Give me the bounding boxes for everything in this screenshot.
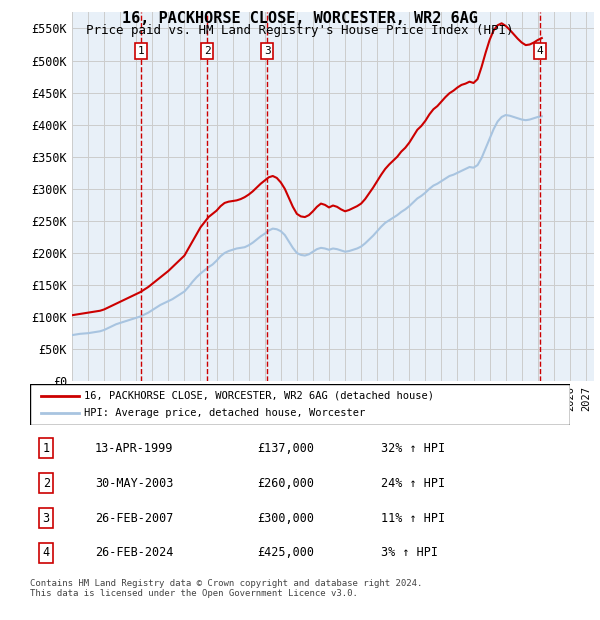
Text: 11% ↑ HPI: 11% ↑ HPI	[381, 512, 445, 525]
Text: 2: 2	[43, 477, 50, 490]
Text: 32% ↑ HPI: 32% ↑ HPI	[381, 442, 445, 455]
Text: HPI: Average price, detached house, Worcester: HPI: Average price, detached house, Worc…	[84, 409, 365, 419]
FancyBboxPatch shape	[30, 384, 570, 425]
Text: 3% ↑ HPI: 3% ↑ HPI	[381, 546, 438, 559]
Text: £260,000: £260,000	[257, 477, 314, 490]
Text: 1: 1	[137, 46, 144, 56]
Text: 4: 4	[43, 546, 50, 559]
Text: £425,000: £425,000	[257, 546, 314, 559]
Text: 30-MAY-2003: 30-MAY-2003	[95, 477, 173, 490]
Text: 26-FEB-2024: 26-FEB-2024	[95, 546, 173, 559]
Text: Price paid vs. HM Land Registry's House Price Index (HPI): Price paid vs. HM Land Registry's House …	[86, 24, 514, 37]
Text: 4: 4	[537, 46, 544, 56]
Text: 24% ↑ HPI: 24% ↑ HPI	[381, 477, 445, 490]
Text: 26-FEB-2007: 26-FEB-2007	[95, 512, 173, 525]
Text: 3: 3	[43, 512, 50, 525]
Text: £137,000: £137,000	[257, 442, 314, 455]
Text: 1: 1	[43, 442, 50, 455]
Text: 2: 2	[204, 46, 211, 56]
Text: Contains HM Land Registry data © Crown copyright and database right 2024.
This d: Contains HM Land Registry data © Crown c…	[30, 579, 422, 598]
Text: 3: 3	[264, 46, 271, 56]
Text: 13-APR-1999: 13-APR-1999	[95, 442, 173, 455]
Text: 16, PACKHORSE CLOSE, WORCESTER, WR2 6AG: 16, PACKHORSE CLOSE, WORCESTER, WR2 6AG	[122, 11, 478, 26]
Text: 16, PACKHORSE CLOSE, WORCESTER, WR2 6AG (detached house): 16, PACKHORSE CLOSE, WORCESTER, WR2 6AG …	[84, 391, 434, 401]
Text: £300,000: £300,000	[257, 512, 314, 525]
